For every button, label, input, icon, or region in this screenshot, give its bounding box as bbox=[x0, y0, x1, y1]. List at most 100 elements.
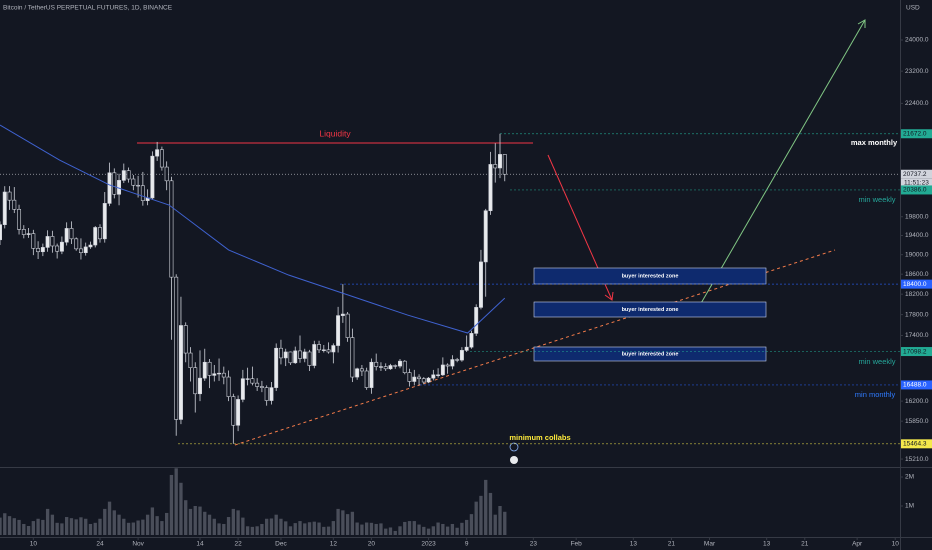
candle-body bbox=[255, 382, 260, 387]
zone-box bbox=[533, 301, 767, 318]
volume-bar bbox=[41, 519, 45, 535]
candle-body bbox=[293, 350, 298, 364]
green-arrow bbox=[699, 19, 866, 306]
volume-bar bbox=[212, 518, 216, 535]
candle-body bbox=[388, 365, 393, 370]
green-arrow-head bbox=[857, 19, 866, 28]
candle-body bbox=[307, 351, 312, 366]
volume-tick-label: 2M bbox=[905, 474, 914, 481]
candle-body bbox=[412, 376, 417, 382]
volume-bar bbox=[322, 526, 326, 535]
volume-bar bbox=[450, 523, 455, 535]
volume-bar bbox=[241, 517, 245, 535]
candle-body bbox=[331, 345, 336, 353]
volume-bar bbox=[336, 508, 340, 535]
candle-body bbox=[107, 172, 112, 204]
candle-body bbox=[417, 376, 422, 380]
candle-body bbox=[69, 228, 74, 240]
level-label: 16488.0 bbox=[903, 382, 927, 389]
candle-body bbox=[459, 350, 464, 361]
volume-bar bbox=[198, 506, 202, 535]
volume-bar bbox=[65, 517, 69, 535]
candle-body bbox=[150, 155, 155, 199]
volume-bar bbox=[331, 521, 335, 535]
x-tick-label: 14 bbox=[196, 541, 204, 548]
volume-bar bbox=[279, 518, 283, 535]
volume-bar bbox=[174, 468, 178, 535]
currency: USD bbox=[906, 5, 920, 12]
volume-bar bbox=[307, 522, 312, 535]
candle-body bbox=[345, 313, 350, 338]
x-tick-label: Dec bbox=[275, 541, 287, 548]
volume-bar bbox=[217, 523, 221, 535]
candle-body bbox=[88, 244, 93, 248]
volume-bar bbox=[431, 526, 435, 535]
candle-body bbox=[407, 372, 412, 382]
volume-bar bbox=[274, 514, 278, 535]
candle-body bbox=[245, 378, 250, 380]
x-tick-label: Apr bbox=[852, 541, 863, 548]
volume-bar bbox=[74, 519, 78, 535]
volume-bar bbox=[188, 508, 193, 535]
volume-bar bbox=[236, 510, 240, 535]
annotation: max monthly bbox=[851, 138, 898, 147]
candle-body bbox=[45, 236, 50, 248]
volume-bar bbox=[493, 514, 497, 535]
candle-body bbox=[231, 396, 236, 426]
volume-bar bbox=[150, 507, 155, 535]
candle-body bbox=[483, 210, 488, 263]
candle-body bbox=[259, 386, 264, 388]
x-tick-label: 12 bbox=[330, 541, 338, 548]
candle-body bbox=[426, 377, 431, 383]
y-tick-label: 16200.0 bbox=[905, 398, 929, 405]
candle-body bbox=[278, 347, 283, 359]
volume-bar bbox=[84, 518, 88, 535]
candle-body bbox=[274, 347, 279, 388]
candle-body bbox=[164, 166, 169, 182]
volume-bar bbox=[269, 518, 274, 535]
candle-body bbox=[217, 372, 222, 375]
annotation: min weekly bbox=[858, 195, 895, 204]
volume-bar bbox=[88, 523, 93, 535]
candle-body bbox=[436, 374, 441, 376]
annotation: Liquidity bbox=[319, 128, 351, 138]
volume-bar bbox=[326, 526, 331, 535]
volume-bar bbox=[141, 519, 145, 535]
volume-bar bbox=[155, 516, 159, 535]
volume-bar bbox=[17, 519, 21, 535]
chart-title: Bitcoin / TetherUS PERPETUAL FUTURES, 1D… bbox=[3, 5, 173, 12]
zone-label: buyer interested zone bbox=[622, 351, 679, 357]
level-label: 20737.2 bbox=[903, 171, 927, 178]
volume-bar bbox=[255, 526, 259, 535]
candle-body bbox=[431, 374, 436, 379]
volume-bar bbox=[265, 518, 269, 535]
candle-body bbox=[131, 178, 136, 186]
volume-bar bbox=[184, 500, 188, 535]
level-label: 20386.0 bbox=[903, 187, 927, 194]
candle-body bbox=[178, 325, 183, 420]
candle-body bbox=[455, 359, 460, 361]
volume-bar bbox=[341, 510, 345, 535]
candle-body bbox=[126, 170, 131, 180]
candle-body bbox=[326, 349, 331, 353]
volume-bar bbox=[45, 508, 50, 535]
zone-label: buyer interested zone bbox=[622, 273, 679, 279]
volume-bar bbox=[403, 521, 407, 535]
candle-body bbox=[421, 378, 426, 383]
x-tick-label: 24 bbox=[96, 541, 104, 548]
volume-bar bbox=[131, 522, 135, 535]
candle-body bbox=[398, 360, 402, 367]
red-arrow-head bbox=[604, 291, 614, 301]
candle-body bbox=[112, 172, 117, 195]
candle-body bbox=[302, 351, 307, 359]
volume-bar bbox=[369, 522, 374, 535]
y-tick-label: 18600.0 bbox=[905, 271, 929, 278]
y-tick-label: 15850.0 bbox=[905, 418, 929, 425]
x-tick-label: 21 bbox=[801, 541, 809, 548]
volume-bar bbox=[422, 526, 426, 535]
y-tick-label: 18200.0 bbox=[905, 291, 929, 298]
candle-body bbox=[121, 170, 126, 181]
candle-body bbox=[374, 361, 379, 367]
